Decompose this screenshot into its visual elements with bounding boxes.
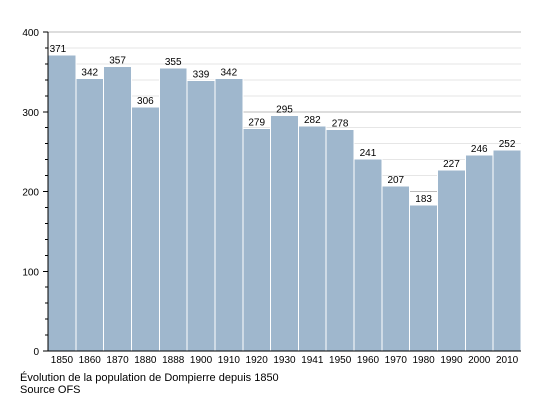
x-tick-label-1960: 1960 [357,355,380,366]
value-label-1980: 183 [415,194,432,205]
x-tick-label-1930: 1930 [273,355,296,366]
bar-1990 [437,169,466,352]
value-label-1910: 342 [221,67,238,78]
x-tick-label-1970: 1970 [385,355,408,366]
value-label-1850: 371 [50,44,67,55]
value-label-1930: 295 [276,105,293,116]
bar-1960 [353,158,383,352]
bar-2010 [492,149,522,352]
value-label-1941: 282 [304,115,321,126]
x-tick-label-1980: 1980 [412,355,435,366]
x-tick-label-2010: 2010 [496,355,519,366]
value-label-1870: 357 [109,55,126,66]
value-label-1950: 278 [332,118,349,129]
bar-1980 [409,204,439,352]
chart-source: Source OFS [20,384,81,396]
value-label-1960: 241 [360,148,377,159]
x-tick-label-1860: 1860 [79,355,102,366]
bar-2000 [464,154,494,352]
y-tick-labels: 0 100 200 300 400 [22,28,39,358]
y-tick-label-200: 200 [22,188,39,199]
value-label-1990: 227 [443,159,460,170]
x-tick-label-1920: 1920 [246,355,269,366]
y-tick-label-300: 300 [22,108,39,119]
x-tick-label-1888: 1888 [162,355,185,366]
bar-1970 [381,185,411,352]
bars [47,54,522,352]
x-tick-labels: 1850 1860 1870 1880 1888 1900 1910 1920 1930 1941… [51,355,519,366]
x-tick-label-1880: 1880 [134,355,157,366]
bar-1888 [158,67,188,352]
bar-1900 [186,80,216,352]
x-tick-label-1900: 1900 [190,355,213,366]
value-label-1900: 339 [193,70,210,81]
y-tick-label-0: 0 [33,347,39,358]
x-tick-label-1850: 1850 [51,355,74,366]
x-tick-label-1870: 1870 [106,355,129,366]
axes [43,31,521,352]
value-label-1860: 342 [81,67,98,78]
bar-1930 [270,115,299,352]
x-tick-label-1950: 1950 [329,355,352,366]
value-label-1970: 207 [387,175,404,186]
value-label-1920: 279 [248,117,265,128]
value-label-2010: 252 [499,139,516,150]
bar-1880 [130,106,160,352]
value-labels: 371 342 357 306 355 339 342 279 295 282 278 241 207 1… [50,44,516,205]
x-tick-label-1910: 1910 [218,355,241,366]
x-tick-label-1941: 1941 [301,355,324,366]
x-tick-label-2000: 2000 [468,355,491,366]
bar-1910 [214,77,244,352]
bar-1920 [242,127,272,352]
y-tick-label-400: 400 [22,28,39,39]
y-tick-label-100: 100 [22,267,39,278]
value-label-1880: 306 [137,96,154,107]
bar-1860 [75,77,105,352]
bar-1870 [103,65,132,352]
bar-1941 [297,125,327,352]
chart-caption: Évolution de la population de Dompierre … [20,372,279,384]
value-label-2000: 246 [471,144,488,155]
bar-1850 [47,54,77,352]
bar-1950 [325,128,355,352]
x-tick-label-1990: 1990 [440,355,463,366]
value-label-1888: 355 [165,57,182,68]
